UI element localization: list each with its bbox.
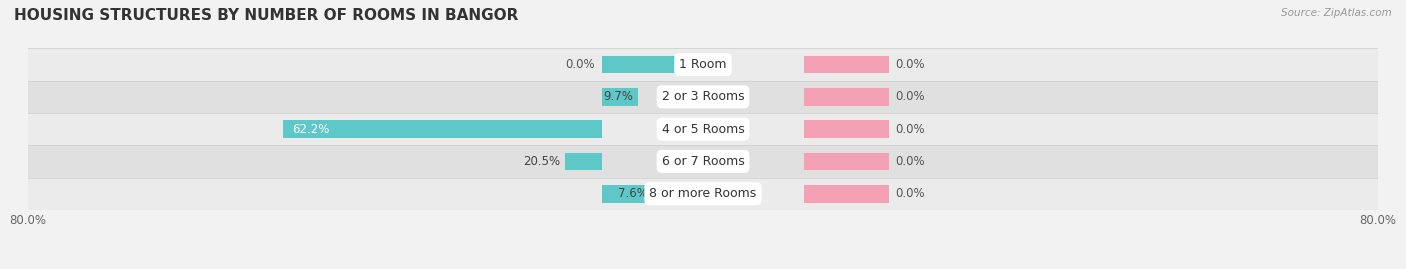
Text: 0.0%: 0.0% [896, 90, 925, 103]
Bar [28, 48, 1378, 81]
Bar [804, 185, 889, 203]
Bar [602, 88, 637, 106]
Text: 2 or 3 Rooms: 2 or 3 Rooms [662, 90, 744, 103]
Bar [28, 178, 1378, 210]
Text: 9.7%: 9.7% [603, 90, 633, 103]
Text: 7.6%: 7.6% [617, 187, 648, 200]
Text: 1 Room: 1 Room [679, 58, 727, 71]
Text: 0.0%: 0.0% [896, 187, 925, 200]
Bar [28, 145, 1378, 178]
Bar [804, 88, 889, 106]
Text: 6 or 7 Rooms: 6 or 7 Rooms [662, 155, 744, 168]
Text: 0.0%: 0.0% [896, 123, 925, 136]
Bar [804, 120, 889, 138]
Bar [602, 185, 652, 203]
Bar [28, 113, 1378, 145]
Bar [565, 153, 602, 170]
Text: Source: ZipAtlas.com: Source: ZipAtlas.com [1281, 8, 1392, 18]
Text: 0.0%: 0.0% [896, 155, 925, 168]
Text: 4 or 5 Rooms: 4 or 5 Rooms [662, 123, 744, 136]
Bar [602, 56, 678, 73]
Text: HOUSING STRUCTURES BY NUMBER OF ROOMS IN BANGOR: HOUSING STRUCTURES BY NUMBER OF ROOMS IN… [14, 8, 519, 23]
Bar [804, 153, 889, 170]
Text: 8 or more Rooms: 8 or more Rooms [650, 187, 756, 200]
Text: 0.0%: 0.0% [896, 58, 925, 71]
Bar [283, 120, 602, 138]
Text: 0.0%: 0.0% [565, 58, 595, 71]
Text: 20.5%: 20.5% [523, 155, 561, 168]
Bar [804, 56, 889, 73]
Text: 62.2%: 62.2% [291, 123, 329, 136]
Bar [28, 81, 1378, 113]
